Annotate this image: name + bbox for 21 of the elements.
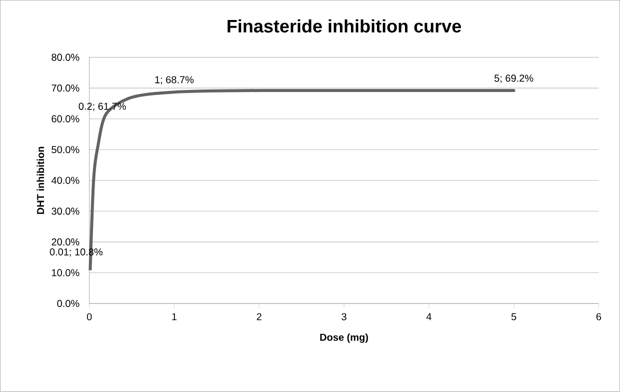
data-label: 1; 68.7% (155, 76, 194, 85)
y-tick-label: 50.0% (52, 146, 80, 154)
x-tick-label: 0 (86, 313, 92, 320)
y-tick-label: 30.0% (52, 208, 80, 215)
x-tick-label: 6 (596, 313, 602, 320)
x-tick-label: 3 (342, 313, 346, 320)
y-tick-label: 10.0% (52, 269, 80, 276)
data-label: 5; 69.2% (494, 74, 534, 84)
y-tick-label: 60.0% (52, 115, 80, 122)
x-tick-label: 5 (511, 313, 516, 320)
y-tick-label: 20.0% (52, 238, 80, 246)
y-tick-label: 70.0% (52, 84, 80, 92)
chart-title: Finasteride inhibition curve (228, 19, 462, 33)
x-tick-label: 2 (256, 313, 262, 320)
y-tick-label: 40.0% (51, 176, 80, 184)
y-tick-label: 0.0% (57, 300, 80, 308)
x-tick-label: 1 (172, 313, 177, 320)
x-axis-title: Dose (mg) (320, 334, 368, 343)
y-axis-title: DHT inhibition (36, 146, 44, 214)
x-tick-label: 4 (426, 313, 432, 320)
y-tick-label: 80.0% (52, 54, 80, 61)
